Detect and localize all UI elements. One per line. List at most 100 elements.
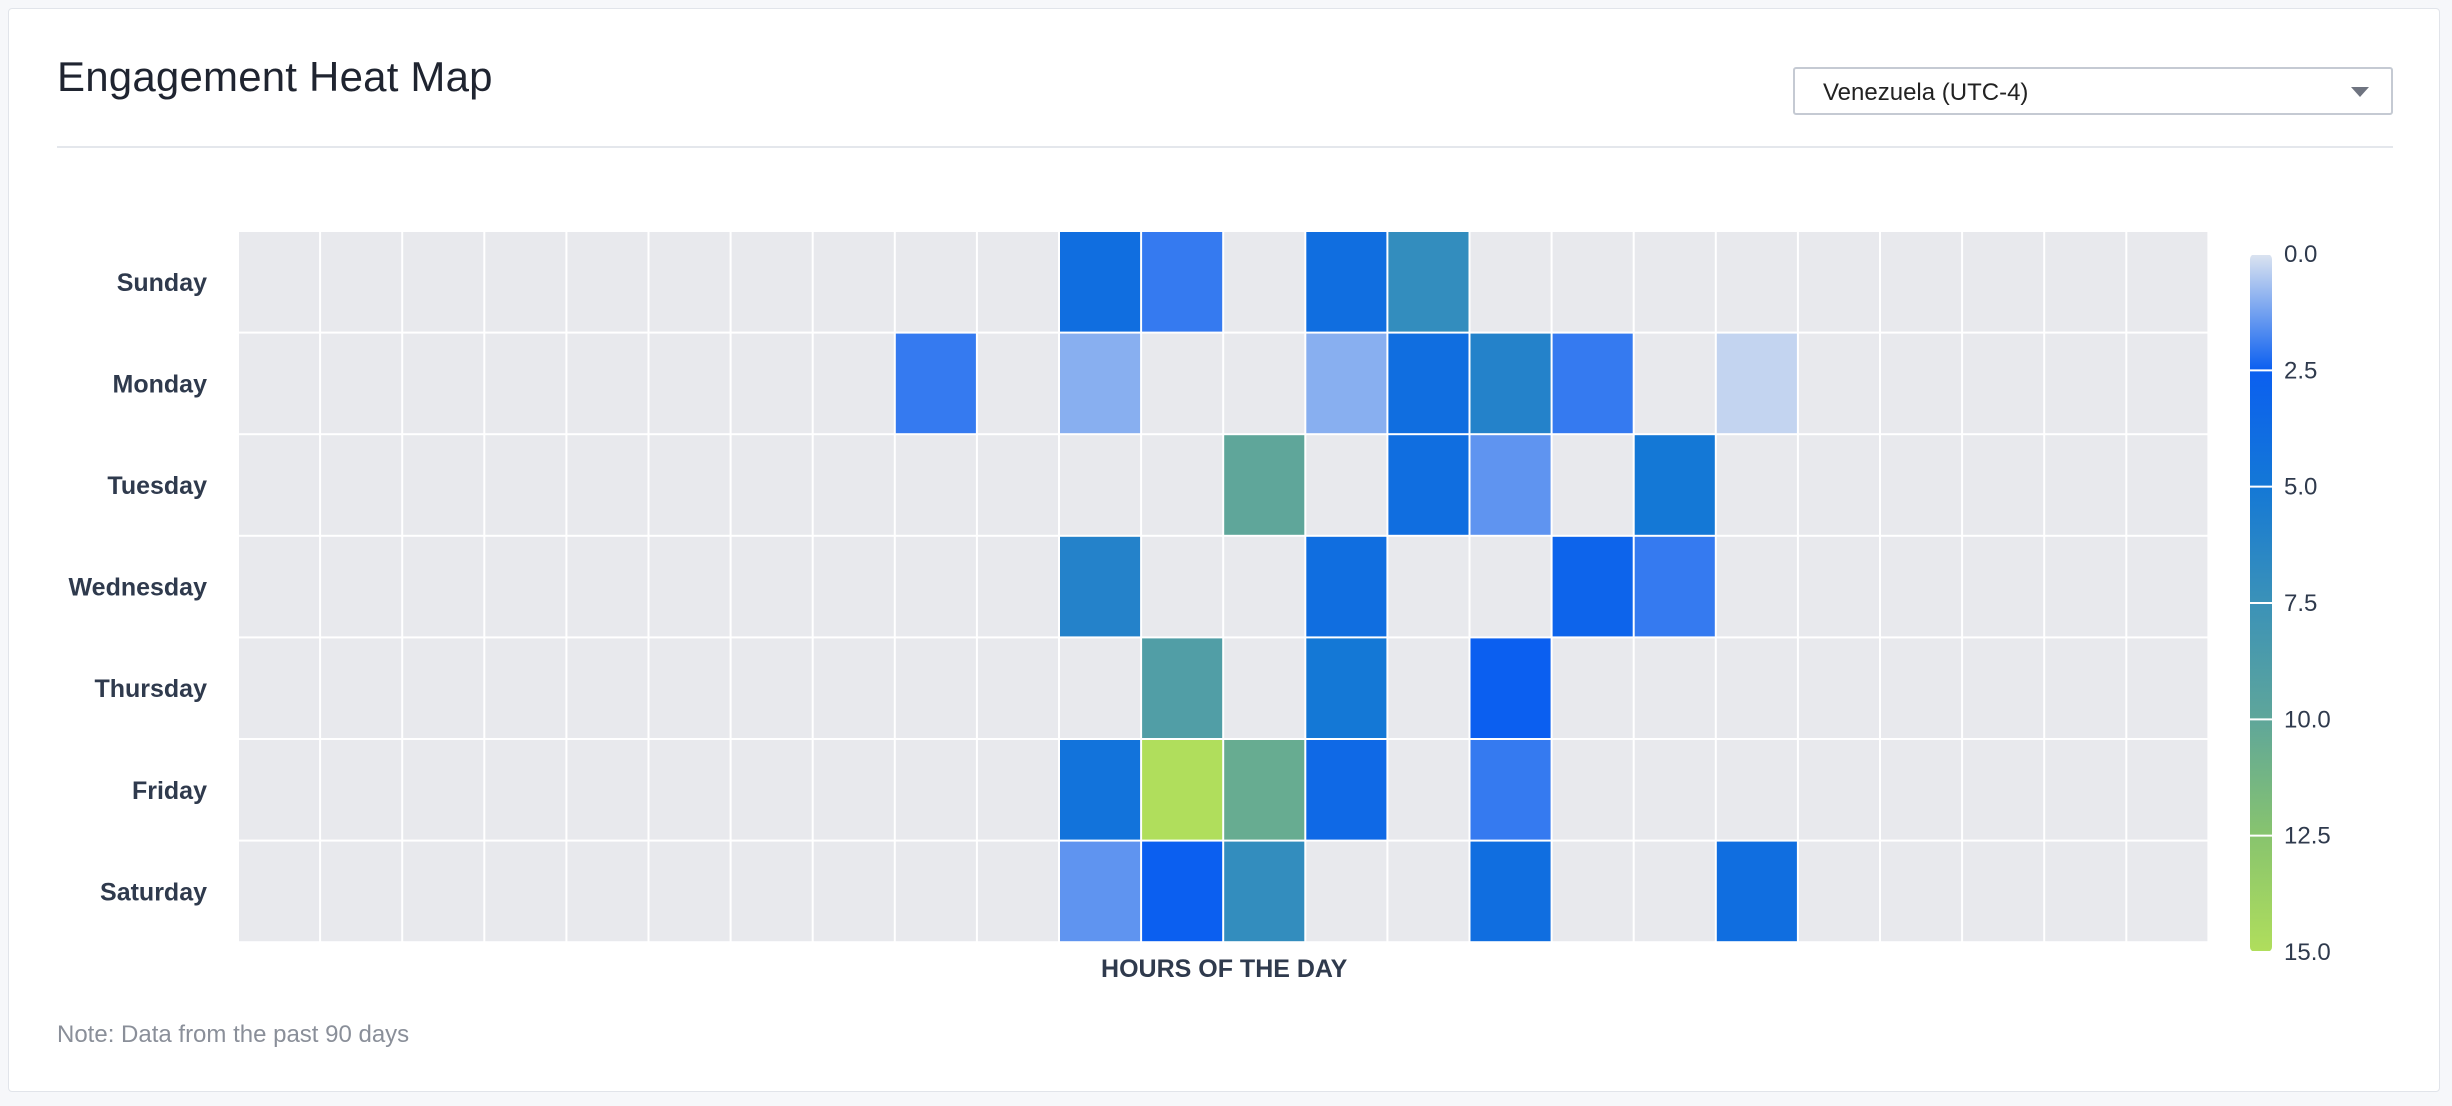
heatmap-cell[interactable] <box>403 232 484 332</box>
heatmap-cell[interactable] <box>1963 333 2044 434</box>
heatmap-cell[interactable] <box>649 740 730 840</box>
heatmap-cell[interactable] <box>895 740 976 840</box>
heatmap-cell[interactable] <box>1798 841 1879 942</box>
heatmap-cell[interactable] <box>1716 841 1797 942</box>
heatmap-cell[interactable] <box>1388 333 1469 434</box>
heatmap-cell[interactable] <box>1634 333 1715 434</box>
heatmap-cell[interactable] <box>1388 536 1469 637</box>
heatmap-cell[interactable] <box>1470 536 1551 637</box>
heatmap-cell[interactable] <box>1634 740 1715 840</box>
heatmap-cell[interactable] <box>239 740 320 840</box>
heatmap-cell[interactable] <box>567 232 648 332</box>
heatmap-cell[interactable] <box>2127 333 2208 434</box>
heatmap-cell[interactable] <box>567 638 648 738</box>
heatmap-cell[interactable] <box>1142 333 1223 434</box>
heatmap-cell[interactable] <box>1881 638 1962 738</box>
heatmap-cell[interactable] <box>1306 740 1387 840</box>
heatmap-cell[interactable] <box>813 232 894 332</box>
heatmap-cell[interactable] <box>485 536 566 637</box>
heatmap-cell[interactable] <box>813 435 894 535</box>
heatmap-cell[interactable] <box>567 740 648 840</box>
heatmap-cell[interactable] <box>1552 536 1633 637</box>
heatmap-cell[interactable] <box>1716 638 1797 738</box>
heatmap-cell[interactable] <box>1552 435 1633 535</box>
heatmap-cell[interactable] <box>403 435 484 535</box>
heatmap-cell[interactable] <box>2045 740 2126 840</box>
heatmap-cell[interactable] <box>649 435 730 535</box>
heatmap-cell[interactable] <box>1060 333 1141 434</box>
heatmap-cell[interactable] <box>1470 435 1551 535</box>
heatmap-cell[interactable] <box>731 435 812 535</box>
heatmap-cell[interactable] <box>1142 740 1223 840</box>
heatmap-cell[interactable] <box>403 333 484 434</box>
heatmap-cell[interactable] <box>649 638 730 738</box>
heatmap-cell[interactable] <box>1963 536 2044 637</box>
heatmap-cell[interactable] <box>2045 333 2126 434</box>
heatmap-cell[interactable] <box>731 536 812 637</box>
heatmap-cell[interactable] <box>731 740 812 840</box>
heatmap-cell[interactable] <box>485 435 566 535</box>
heatmap-cell[interactable] <box>239 435 320 535</box>
heatmap-cell[interactable] <box>977 333 1058 434</box>
heatmap-cell[interactable] <box>1060 435 1141 535</box>
heatmap-cell[interactable] <box>1142 232 1223 332</box>
heatmap-cell[interactable] <box>1552 232 1633 332</box>
heatmap-cell[interactable] <box>1716 333 1797 434</box>
heatmap-cell[interactable] <box>1470 333 1551 434</box>
heatmap-cell[interactable] <box>977 740 1058 840</box>
heatmap-cell[interactable] <box>485 638 566 738</box>
heatmap-cell[interactable] <box>1881 435 1962 535</box>
heatmap-cell[interactable] <box>485 232 566 332</box>
heatmap-cell[interactable] <box>1798 536 1879 637</box>
heatmap-cell[interactable] <box>1142 435 1223 535</box>
heatmap-cell[interactable] <box>1798 435 1879 535</box>
heatmap-cell[interactable] <box>2045 638 2126 738</box>
heatmap-cell[interactable] <box>321 333 402 434</box>
heatmap-cell[interactable] <box>1470 638 1551 738</box>
heatmap-cell[interactable] <box>321 638 402 738</box>
heatmap-cell[interactable] <box>649 536 730 637</box>
heatmap-cell[interactable] <box>1634 232 1715 332</box>
heatmap-cell[interactable] <box>1634 435 1715 535</box>
heatmap-cell[interactable] <box>895 841 976 942</box>
heatmap-cell[interactable] <box>1634 841 1715 942</box>
heatmap-cell[interactable] <box>1716 740 1797 840</box>
heatmap-cell[interactable] <box>1963 232 2044 332</box>
heatmap-cell[interactable] <box>649 841 730 942</box>
heatmap-cell[interactable] <box>977 232 1058 332</box>
heatmap-cell[interactable] <box>2127 536 2208 637</box>
heatmap-cell[interactable] <box>895 638 976 738</box>
heatmap-cell[interactable] <box>485 333 566 434</box>
heatmap-cell[interactable] <box>1060 232 1141 332</box>
heatmap-cell[interactable] <box>1798 333 1879 434</box>
heatmap-cell[interactable] <box>1060 536 1141 637</box>
heatmap-cell[interactable] <box>731 841 812 942</box>
heatmap-cell[interactable] <box>813 333 894 434</box>
heatmap-cell[interactable] <box>1470 841 1551 942</box>
heatmap-cell[interactable] <box>1881 333 1962 434</box>
heatmap-cell[interactable] <box>1060 841 1141 942</box>
heatmap-cell[interactable] <box>1634 638 1715 738</box>
heatmap-cell[interactable] <box>1306 333 1387 434</box>
heatmap-cell[interactable] <box>977 638 1058 738</box>
heatmap-cell[interactable] <box>321 435 402 535</box>
heatmap-cell[interactable] <box>2127 841 2208 942</box>
heatmap-cell[interactable] <box>1552 740 1633 840</box>
heatmap-cell[interactable] <box>1306 841 1387 942</box>
heatmap-cell[interactable] <box>1142 536 1223 637</box>
heatmap-cell[interactable] <box>1881 740 1962 840</box>
heatmap-cell[interactable] <box>1142 638 1223 738</box>
heatmap-cell[interactable] <box>1963 841 2044 942</box>
heatmap-cell[interactable] <box>321 740 402 840</box>
heatmap-cell[interactable] <box>1388 638 1469 738</box>
heatmap-cell[interactable] <box>2127 740 2208 840</box>
heatmap-cell[interactable] <box>731 232 812 332</box>
heatmap-cell[interactable] <box>239 638 320 738</box>
heatmap-cell[interactable] <box>1142 841 1223 942</box>
heatmap-cell[interactable] <box>1881 536 1962 637</box>
heatmap-cell[interactable] <box>813 841 894 942</box>
heatmap-cell[interactable] <box>731 638 812 738</box>
heatmap-cell[interactable] <box>403 740 484 840</box>
heatmap-cell[interactable] <box>731 333 812 434</box>
heatmap-cell[interactable] <box>1963 435 2044 535</box>
